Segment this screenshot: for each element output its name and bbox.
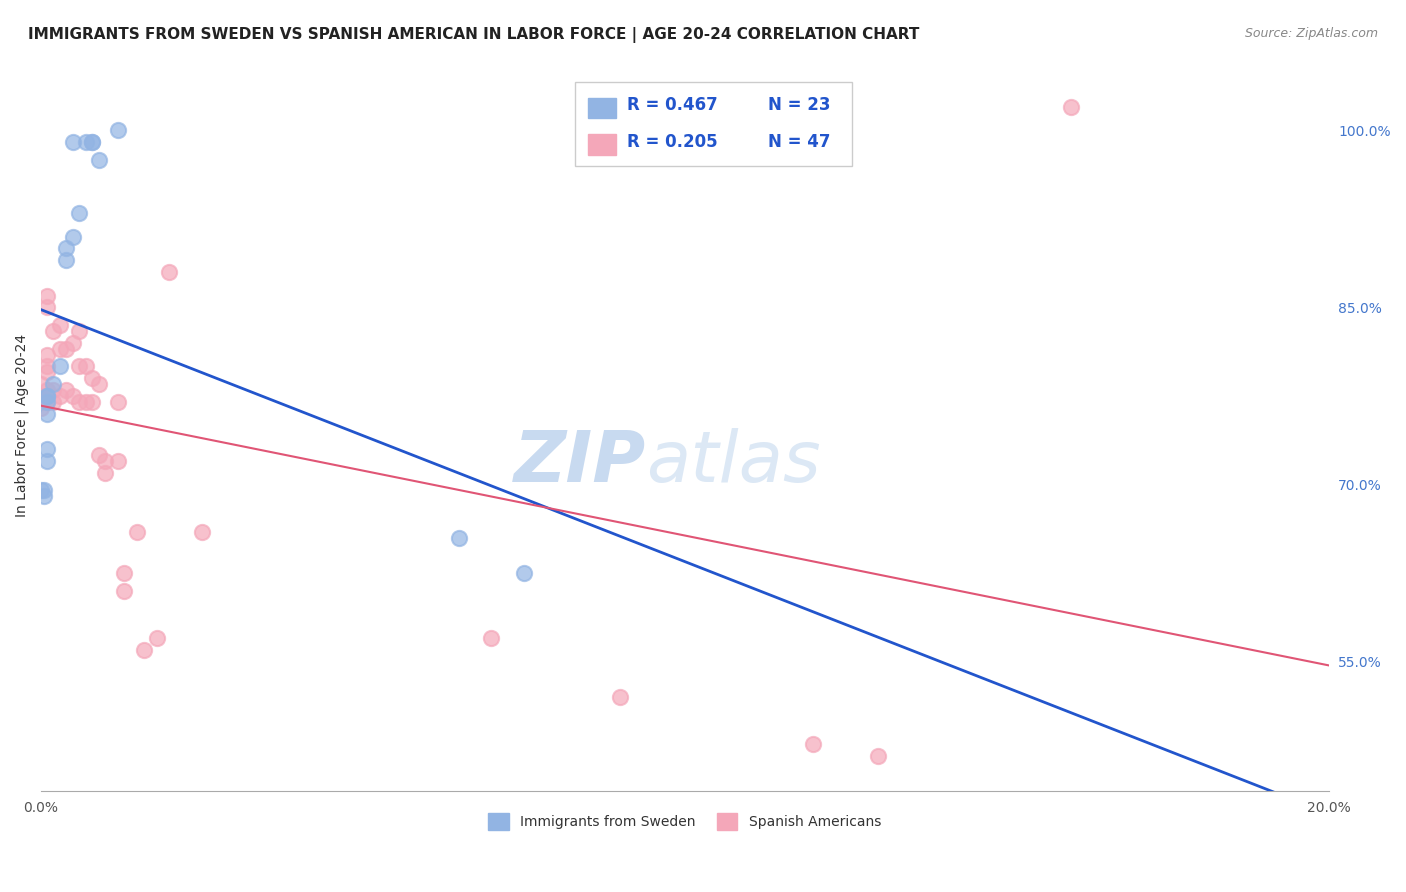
Text: IMMIGRANTS FROM SWEDEN VS SPANISH AMERICAN IN LABOR FORCE | AGE 20-24 CORRELATIO: IMMIGRANTS FROM SWEDEN VS SPANISH AMERIC… xyxy=(28,27,920,43)
Point xyxy=(35,301,58,315)
Point xyxy=(42,324,65,338)
Point xyxy=(30,394,52,409)
Point xyxy=(55,342,77,356)
Text: ZIP: ZIP xyxy=(513,427,645,497)
Point xyxy=(49,389,72,403)
Point xyxy=(512,566,534,580)
Point xyxy=(35,383,58,397)
Point xyxy=(112,583,135,598)
Text: N = 23: N = 23 xyxy=(768,96,831,114)
Point xyxy=(35,454,58,468)
Point xyxy=(127,524,149,539)
Point xyxy=(62,389,84,403)
Point xyxy=(94,454,117,468)
Point xyxy=(30,377,52,392)
Legend: Immigrants from Sweden, Spanish Americans: Immigrants from Sweden, Spanish American… xyxy=(482,807,887,836)
FancyBboxPatch shape xyxy=(575,81,852,166)
Point xyxy=(75,359,97,374)
Point xyxy=(35,389,58,403)
Point xyxy=(62,335,84,350)
Point xyxy=(30,389,52,403)
Point xyxy=(42,383,65,397)
Point xyxy=(30,401,52,415)
Text: R = 0.205: R = 0.205 xyxy=(627,133,717,151)
Point xyxy=(145,631,167,645)
Text: N = 47: N = 47 xyxy=(768,133,831,151)
Point xyxy=(42,377,65,392)
Point xyxy=(481,631,503,645)
Point xyxy=(67,359,90,374)
Point xyxy=(55,241,77,255)
Point xyxy=(87,448,110,462)
Point xyxy=(190,524,212,539)
Point xyxy=(49,318,72,332)
Point xyxy=(803,737,825,751)
Point xyxy=(30,389,52,403)
FancyBboxPatch shape xyxy=(588,134,616,154)
Point xyxy=(42,394,65,409)
Point xyxy=(67,394,90,409)
Point xyxy=(1060,100,1083,114)
Point xyxy=(87,153,110,167)
Point xyxy=(62,229,84,244)
Point xyxy=(866,748,889,763)
Point xyxy=(49,342,72,356)
Point xyxy=(35,394,58,409)
Point xyxy=(55,253,77,268)
Point xyxy=(609,690,631,704)
Point xyxy=(75,394,97,409)
Point xyxy=(94,466,117,480)
Point xyxy=(49,359,72,374)
Point xyxy=(35,288,58,302)
Point xyxy=(107,394,129,409)
Point xyxy=(82,394,104,409)
Point xyxy=(107,454,129,468)
Point xyxy=(32,483,55,498)
Point xyxy=(35,359,58,374)
Point xyxy=(32,489,55,503)
Point xyxy=(30,483,52,498)
Point xyxy=(62,135,84,149)
Point xyxy=(35,389,58,403)
Point xyxy=(75,135,97,149)
Point xyxy=(35,394,58,409)
Point xyxy=(35,407,58,421)
Point xyxy=(35,442,58,456)
Point xyxy=(67,324,90,338)
Point xyxy=(67,206,90,220)
Point xyxy=(82,135,104,149)
Text: atlas: atlas xyxy=(645,427,821,497)
FancyBboxPatch shape xyxy=(588,97,616,118)
Point xyxy=(35,365,58,379)
Point xyxy=(82,135,104,149)
Point xyxy=(87,377,110,392)
Point xyxy=(449,531,471,545)
Point xyxy=(107,123,129,137)
Text: R = 0.467: R = 0.467 xyxy=(627,96,717,114)
Point xyxy=(132,642,155,657)
Y-axis label: In Labor Force | Age 20-24: In Labor Force | Age 20-24 xyxy=(15,334,30,517)
Point xyxy=(55,383,77,397)
Point xyxy=(82,371,104,385)
Point xyxy=(112,566,135,580)
Point xyxy=(157,265,180,279)
Point xyxy=(35,348,58,362)
Text: Source: ZipAtlas.com: Source: ZipAtlas.com xyxy=(1244,27,1378,40)
